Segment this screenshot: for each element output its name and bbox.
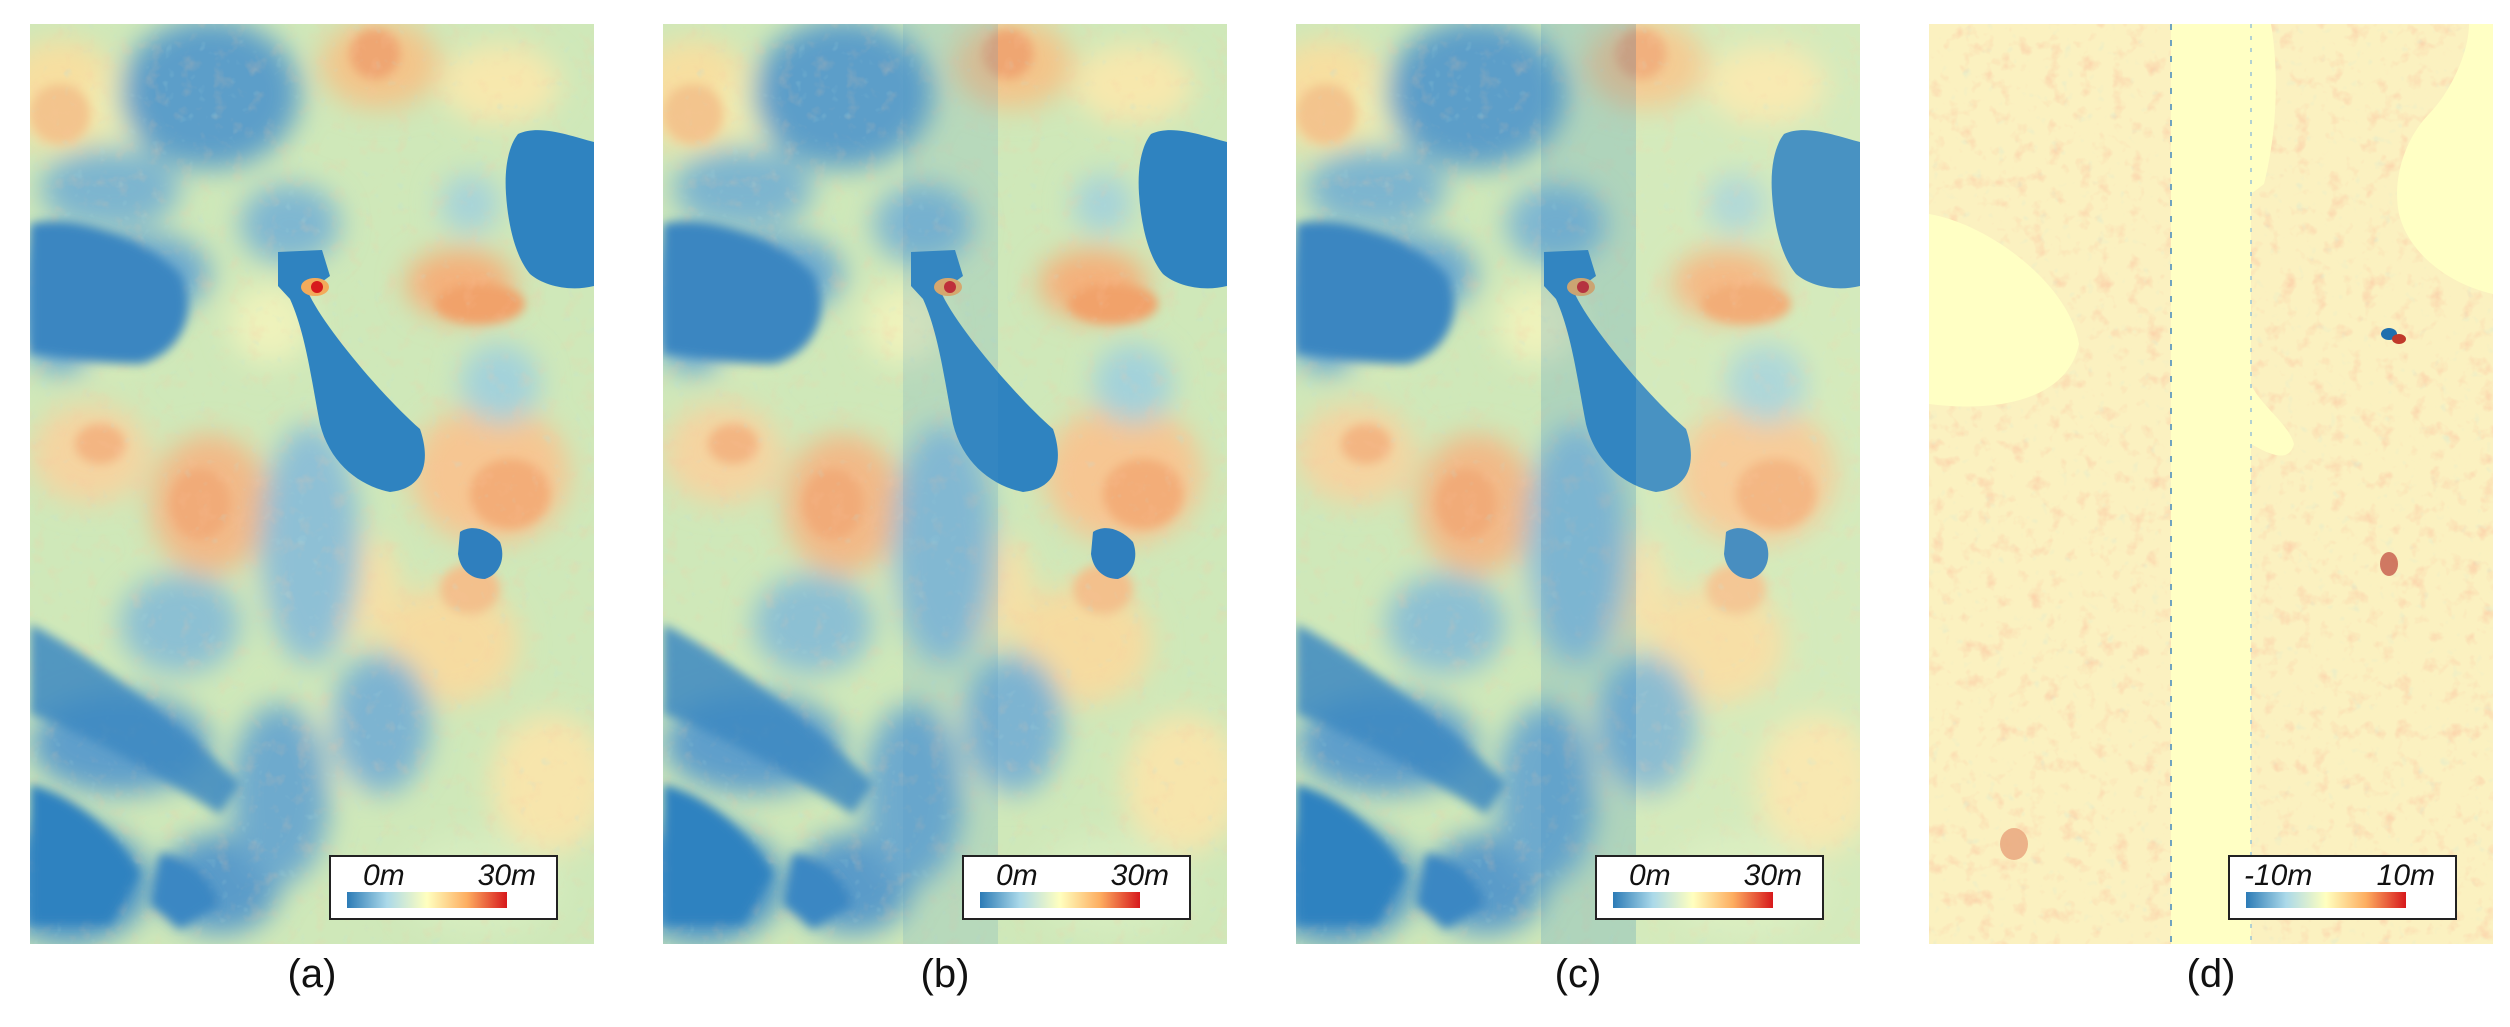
- difference-map-d: [1929, 24, 2493, 944]
- height-map-a: [30, 24, 594, 944]
- panel-d: -10m 10m: [1929, 24, 2493, 944]
- legend-max-label: 30m: [1743, 859, 1802, 892]
- height-map-c: [1296, 24, 1860, 944]
- legend-min-label: 0m: [996, 859, 1038, 892]
- caption-a: (a): [287, 952, 337, 996]
- legend-min-label: -10m: [2244, 859, 2313, 892]
- panel-c: 0m 30m: [1296, 24, 1860, 944]
- color-bar: [347, 892, 507, 908]
- color-legend-a: 0m 30m: [329, 855, 558, 920]
- legend-max-label: 10m: [2376, 859, 2435, 892]
- color-legend-c: 0m 30m: [1595, 855, 1824, 920]
- caption-d: (d): [2186, 952, 2236, 996]
- legend-max-label: 30m: [1110, 859, 1169, 892]
- caption-b: (b): [920, 952, 970, 996]
- legend-min-label: 0m: [1629, 859, 1671, 892]
- color-bar: [980, 892, 1140, 908]
- height-map-b: [663, 24, 1227, 944]
- panel-a: 0m 30m: [30, 24, 594, 944]
- color-legend-b: 0m 30m: [962, 855, 1191, 920]
- color-bar: [2246, 892, 2406, 908]
- legend-min-label: 0m: [363, 859, 405, 892]
- panel-b: 0m 30m: [663, 24, 1227, 944]
- caption-c: (c): [1554, 952, 1602, 996]
- color-bar: [1613, 892, 1773, 908]
- color-legend-d: -10m 10m: [2228, 855, 2457, 920]
- legend-max-label: 30m: [477, 859, 536, 892]
